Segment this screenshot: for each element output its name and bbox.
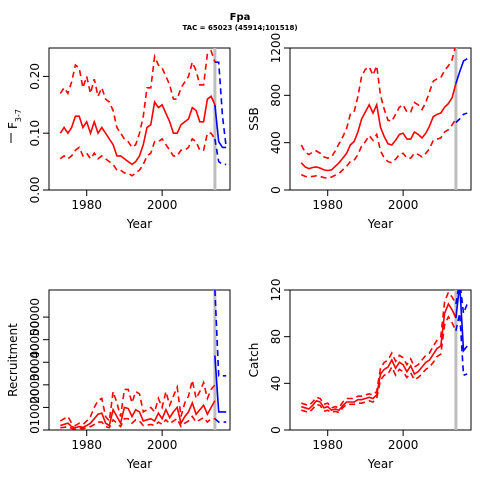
historic-estimate-line <box>300 83 457 172</box>
y-tick-label: 0 <box>269 186 283 194</box>
figure-title: Fpa <box>230 12 251 23</box>
panel-fbar: 1980 2000 0.00 0.10 0.20 Year F3-7 <box>6 47 231 231</box>
plot-frame <box>48 47 231 191</box>
forecast-lower-line <box>455 112 468 124</box>
forecast-upper-line <box>214 61 227 148</box>
forecast-estimate-line <box>455 290 468 353</box>
series-group <box>300 22 468 180</box>
y-axis-label-main: Catch <box>247 343 261 378</box>
y-tick-label: 20000 <box>28 366 42 404</box>
historic-upper-line <box>301 290 457 409</box>
x-tick-label: 1980 <box>312 438 343 452</box>
figure-subtitle: TAC = 65023 (45914;101518) <box>182 24 297 32</box>
y-tick-label: 0 <box>269 426 283 434</box>
y-tick-label: 400 <box>269 131 283 154</box>
y-tick-label: 0.00 <box>28 177 42 204</box>
y-axis-label: Recruitment <box>6 323 20 397</box>
historic-estimate-line <box>59 95 216 166</box>
y-tick-label: 120 <box>269 279 283 302</box>
y-axis-label-main: Recruitment <box>6 323 20 397</box>
x-tick-label: 2000 <box>147 438 178 452</box>
forecast-lower-line <box>214 138 227 166</box>
x-tick-label: 2000 <box>388 438 419 452</box>
x-axis-label: Year <box>126 457 152 471</box>
y-tick-label: 0 <box>28 426 42 434</box>
panel-ssb: 1980 2000 0 400 800 1200 Year SSB <box>247 22 472 231</box>
y-axis-label: SSB <box>247 107 261 130</box>
historic-upper-line <box>59 380 216 427</box>
panel-catch: 1980 2000 0 40 80 120 Year Catch <box>247 279 472 471</box>
y-tick-label: 40000 <box>28 321 42 359</box>
historic-lower-line <box>301 315 457 414</box>
x-tick-label: 2000 <box>388 198 419 212</box>
forecast-estimate-line <box>214 104 227 149</box>
historic-upper-line <box>59 49 216 149</box>
y-axis-label-main: F <box>6 122 20 129</box>
x-axis-label: Year <box>367 457 393 471</box>
y-axis-label: Catch <box>247 343 261 378</box>
historic-estimate-line <box>60 400 216 429</box>
forecast-upper-line <box>214 290 227 377</box>
panel-recruitment: 1980 200001000020000300004000050000YearRe… <box>6 289 231 471</box>
forecast-lower-line <box>214 418 227 423</box>
forecast-upper-line <box>455 290 468 314</box>
y-axis-label-sub: 3-7 <box>14 109 23 122</box>
y-axis-label: F3-7 <box>6 109 23 129</box>
x-tick-label: 2000 <box>147 198 178 212</box>
series-group <box>59 290 227 430</box>
y-tick-label: 0.10 <box>28 120 42 147</box>
historic-lower-line <box>300 118 457 180</box>
y-tick-label: 50000 <box>28 298 42 336</box>
series-group <box>59 49 227 177</box>
y-tick-label: 30000 <box>28 343 42 381</box>
plot-frame <box>48 289 231 431</box>
y-tick-label: 40 <box>269 376 283 391</box>
historic-upper-line <box>300 48 456 159</box>
x-axis-label: Year <box>367 217 393 231</box>
y-tick-label: 1200 <box>269 33 283 64</box>
forecast-estimate-line <box>214 355 227 413</box>
y-tick-label: 80 <box>269 329 283 344</box>
historic-estimate-line <box>301 302 457 412</box>
forecast-estimate-line <box>455 58 468 84</box>
x-tick-label: 1980 <box>71 198 102 212</box>
x-axis-label: Year <box>126 217 152 231</box>
forecast-upper-line <box>456 22 467 45</box>
y-tick-label: 800 <box>269 84 283 107</box>
y-tick-label: 10000 <box>28 388 42 426</box>
forecast-lower-line <box>455 313 468 377</box>
historic-lower-line <box>59 132 216 177</box>
x-tick-label: 1980 <box>312 198 343 212</box>
series-group <box>301 290 468 414</box>
plot-frame <box>289 289 472 431</box>
x-tick-label: 1980 <box>71 438 102 452</box>
y-axis-label-main: SSB <box>247 107 261 130</box>
plot-frame <box>289 47 472 191</box>
y-tick-label: 0.20 <box>28 63 42 90</box>
